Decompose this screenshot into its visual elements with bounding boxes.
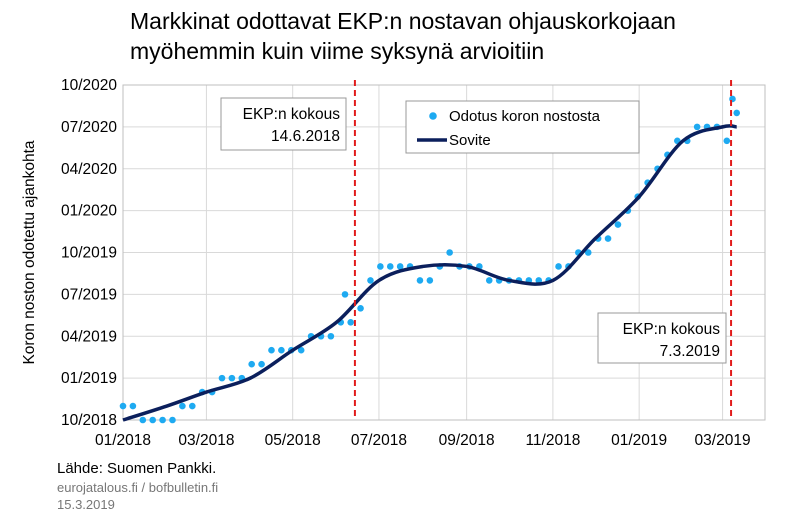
legend-marker-dots	[429, 112, 437, 120]
data-point	[446, 249, 453, 256]
data-point	[396, 263, 404, 270]
data-point	[297, 346, 305, 354]
legend-label-fit: Sovite	[449, 132, 491, 149]
data-point	[584, 249, 592, 256]
data-point	[535, 277, 543, 284]
legend-frame	[405, 100, 640, 154]
y-tick-label: 10/2020	[61, 77, 117, 94]
annotation-date: 7.3.2019	[660, 343, 720, 360]
y-tick-label: 07/2019	[61, 286, 117, 303]
x-tick-label: 07/2018	[351, 432, 407, 449]
website-note: eurojatalous.fi / bofbulletin.fi	[57, 480, 219, 495]
annotation-frame	[597, 312, 727, 364]
y-axis-title: Koron noston odotettu ajankohta	[21, 140, 38, 364]
y-tick-label: 10/2019	[61, 245, 117, 262]
x-tick-label: 05/2018	[265, 432, 321, 449]
annotation-frame	[220, 97, 347, 151]
x-tick-label: 01/2018	[95, 432, 151, 449]
data-point	[268, 346, 275, 354]
y-tick-label: 10/2018	[61, 412, 117, 429]
data-point	[188, 402, 196, 410]
data-point	[341, 291, 349, 298]
y-tick-label: 04/2019	[61, 328, 117, 345]
legend-label-dots: Odotus koron nostosta	[449, 108, 601, 125]
data-point	[159, 416, 166, 424]
data-point	[129, 402, 137, 410]
data-point	[149, 416, 156, 424]
data-point	[416, 277, 424, 284]
annotation-box: EKP:n kokous 7.3.2019	[597, 312, 727, 364]
data-point	[733, 109, 741, 117]
data-point	[347, 318, 354, 326]
data-point	[604, 235, 612, 242]
fit-line	[122, 124, 737, 422]
data-point	[485, 277, 493, 284]
data-point	[228, 374, 236, 382]
annotation-title: EKP:n kokous	[243, 106, 341, 123]
data-point	[179, 402, 186, 410]
y-tick-label: 07/2020	[61, 119, 117, 136]
data-point	[248, 360, 255, 368]
data-point	[357, 305, 364, 312]
publication-date: 15.3.2019	[57, 497, 115, 512]
data-point	[614, 221, 622, 228]
y-tick-label: 04/2020	[61, 161, 117, 178]
y-tick-label: 01/2019	[61, 370, 117, 387]
chart-title: Markkinat odottavat EKP:n nostavan ohjau…	[130, 6, 790, 66]
legend: Odotus koron nostosta Sovite	[405, 100, 640, 154]
annotation-box: EKP:n kokous 14.6.2018	[220, 97, 347, 151]
data-point	[139, 416, 147, 424]
plot-frame	[122, 84, 766, 421]
data-point	[327, 332, 335, 340]
chart-title-line-2: myöhemmin kuin viime syksynä arvioitiin	[130, 38, 545, 64]
source-note: Lähde: Suomen Pankki.	[57, 460, 217, 477]
data-point	[218, 374, 226, 382]
data-point	[258, 360, 265, 368]
x-tick-label: 01/2019	[611, 432, 667, 449]
x-tick-label: 03/2019	[695, 432, 751, 449]
data-point	[386, 263, 394, 270]
x-tick-label: 09/2018	[439, 432, 495, 449]
data-point	[693, 123, 701, 131]
x-tick-label: 03/2018	[178, 432, 234, 449]
annotation-date: 14.6.2018	[271, 128, 340, 145]
data-point	[723, 137, 731, 145]
y-tick-label: 01/2020	[61, 203, 117, 220]
data-point	[278, 346, 285, 354]
x-tick-label: 11/2018	[525, 432, 580, 449]
data-point	[426, 277, 434, 284]
annotation-title: EKP:n kokous	[623, 321, 721, 338]
data-point	[169, 416, 176, 424]
data-point	[367, 277, 374, 284]
chart-title-line-1: Markkinat odottavat EKP:n nostavan ohjau…	[130, 8, 676, 34]
data-point	[555, 263, 562, 270]
data-point	[377, 263, 384, 270]
data-point	[119, 402, 127, 410]
